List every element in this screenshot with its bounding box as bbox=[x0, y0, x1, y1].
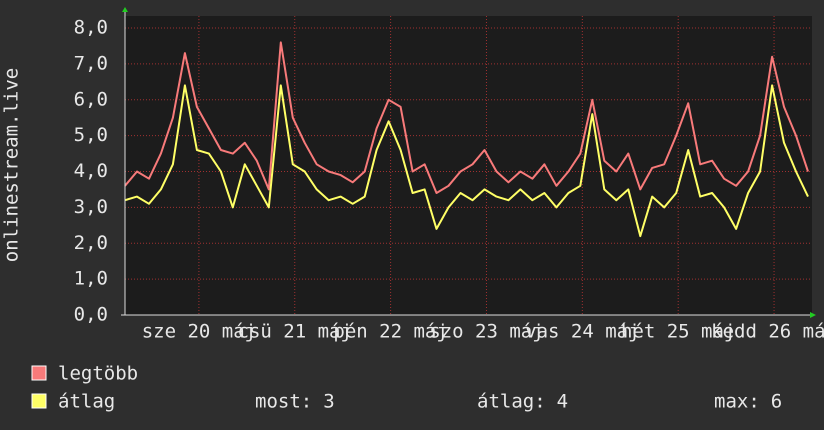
y-tick-label: 4,0 bbox=[74, 160, 108, 182]
y-tick-label: 3,0 bbox=[74, 196, 108, 218]
legend-swatch bbox=[31, 393, 47, 409]
y-tick-label: 1,0 bbox=[74, 268, 108, 290]
y-tick-label: 5,0 bbox=[74, 124, 108, 146]
x-tick-label: vas 24 máj bbox=[525, 321, 639, 343]
x-tick-label: sze 20 máj bbox=[142, 321, 256, 343]
y-tick-label: 7,0 bbox=[74, 52, 108, 74]
x-tick-label: hét 25 máj bbox=[621, 321, 735, 343]
legend-label: átlag bbox=[58, 391, 115, 413]
x-tick-label: szo 23 máj bbox=[429, 321, 543, 343]
y-axis-label: onlinestream.live bbox=[1, 68, 23, 262]
legend-swatch bbox=[31, 365, 47, 381]
stat-label: átlag: bbox=[477, 391, 546, 413]
stat-value: 6 bbox=[771, 391, 782, 413]
y-tick-label: 0,0 bbox=[74, 304, 108, 326]
y-tick-label: 8,0 bbox=[74, 17, 108, 39]
plot-area bbox=[125, 16, 812, 315]
legend-label: legtöbb bbox=[58, 363, 138, 385]
x-tick-label: kedd 26 máj bbox=[711, 321, 824, 343]
y-tick-label: 2,0 bbox=[74, 232, 108, 254]
y-tick-label: 6,0 bbox=[74, 88, 108, 110]
stat-label: most: bbox=[255, 391, 312, 413]
series-line bbox=[124, 41, 809, 194]
x-tick-label: csü 21 máj bbox=[238, 321, 352, 343]
stat-value: 4 bbox=[557, 391, 568, 413]
stat-label: max: bbox=[714, 391, 760, 413]
axis-arrow bbox=[122, 7, 128, 12]
x-tick-label: pén 22 máj bbox=[333, 321, 447, 343]
series-line bbox=[124, 84, 809, 238]
stat-value: 3 bbox=[323, 391, 334, 413]
axis-arrow bbox=[810, 312, 816, 318]
